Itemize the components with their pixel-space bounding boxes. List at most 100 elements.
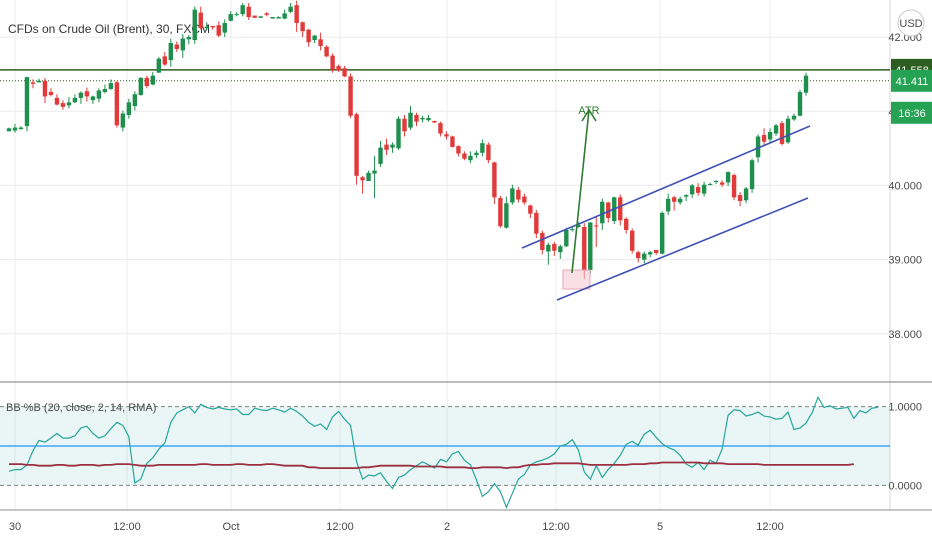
candle-body <box>785 118 791 143</box>
indicator-pane: 1.0000 0.0000 <box>0 395 922 510</box>
candle-body <box>30 82 36 84</box>
candle-body <box>186 37 191 40</box>
candle-body <box>252 15 257 18</box>
candle-body <box>665 198 671 212</box>
horizontal-lines <box>0 69 890 82</box>
time-tick-label: Oct <box>222 521 239 533</box>
candle-body <box>120 113 126 128</box>
time-tick-label: 12:00 <box>113 521 141 533</box>
candle-body <box>444 134 449 137</box>
price-grid <box>0 36 890 335</box>
candle-body <box>594 225 599 227</box>
candle-body <box>474 152 479 156</box>
candle-body <box>96 90 102 99</box>
candle-body <box>78 92 84 98</box>
price-tag-label: 41.411 <box>896 76 929 88</box>
candle-body <box>216 25 221 36</box>
indicator-tick-label: 0.0000 <box>888 480 922 492</box>
candle-body <box>426 117 431 121</box>
candle-body <box>150 75 156 85</box>
candle-body <box>498 198 503 227</box>
currency-label: USD <box>899 18 922 30</box>
candle-body <box>743 188 749 201</box>
candle-body <box>156 58 162 73</box>
currency-button[interactable]: USD <box>897 9 925 37</box>
time-tick-label: 12:00 <box>756 521 784 533</box>
candle-body <box>576 224 581 227</box>
time-axis: 30 12:00 Oct 12:00 2 12:00 5 12:00 <box>9 521 784 533</box>
candle-body <box>618 197 623 221</box>
candle-body <box>402 118 407 132</box>
candle-body <box>540 232 545 250</box>
candle-body <box>701 184 707 194</box>
candle-body <box>348 76 353 116</box>
candle-body <box>564 229 569 247</box>
time-tick-label: 12:00 <box>542 521 570 533</box>
candle-body <box>689 185 695 195</box>
candle-body <box>138 77 144 95</box>
candle-body <box>797 91 803 116</box>
candle-body <box>306 29 311 43</box>
candle-body <box>408 112 413 128</box>
candle-body <box>468 155 473 161</box>
candle-body <box>671 197 677 202</box>
candle-body <box>90 96 96 101</box>
channel-lower-line <box>556 197 809 301</box>
candle-body <box>234 14 239 16</box>
candle-body <box>360 177 365 181</box>
candle-body <box>24 77 30 127</box>
candle-body <box>600 201 605 224</box>
candle-body <box>288 6 293 12</box>
vertical-grid <box>14 0 771 510</box>
candle-body <box>42 80 48 97</box>
candle-body <box>582 226 587 271</box>
candle-body <box>66 102 72 106</box>
channel-upper-line <box>521 125 811 249</box>
indicator-tick-label: 1.0000 <box>888 402 922 414</box>
candle-body <box>270 17 275 19</box>
candle-body <box>749 160 755 190</box>
price-tick-label: 39.000 <box>888 255 922 267</box>
candle-body <box>12 127 18 131</box>
candle-body <box>713 180 719 182</box>
candle-body <box>695 186 701 193</box>
candle-body <box>504 203 509 228</box>
candle-body <box>767 132 773 140</box>
time-tick-label: 30 <box>9 521 21 533</box>
candle-body <box>330 55 335 70</box>
candle-body <box>510 188 515 203</box>
candle-body <box>683 195 689 197</box>
candle-body <box>707 183 713 185</box>
time-tick-label: 2 <box>444 521 450 533</box>
candle-body <box>719 182 725 185</box>
candle-body <box>647 252 653 255</box>
signal-line <box>9 461 855 470</box>
candle-body <box>528 205 533 214</box>
candle-body <box>390 144 395 148</box>
candle-body <box>480 143 485 153</box>
percent-b-line <box>8 395 878 510</box>
candle-body <box>534 212 539 234</box>
candle-body <box>36 80 42 83</box>
candle-body <box>228 14 233 21</box>
candle-body <box>677 198 683 203</box>
candle-body <box>312 35 317 41</box>
highlight-box <box>562 269 591 290</box>
candle-body <box>174 44 179 49</box>
candle-body <box>198 12 203 29</box>
candle-body <box>258 16 263 18</box>
candle-body <box>636 252 641 259</box>
candle-body <box>114 82 120 126</box>
candle-body <box>144 77 150 87</box>
candle-body <box>791 115 797 120</box>
candle-body <box>384 144 389 150</box>
candle-body <box>48 91 54 95</box>
candle-body <box>84 91 90 97</box>
candle-body <box>210 25 215 28</box>
price-tag: 41.411 <box>891 69 932 92</box>
candle-body <box>192 9 197 41</box>
candle-body <box>606 202 611 219</box>
candle-body <box>282 13 287 19</box>
candle-body <box>570 229 575 231</box>
chart-title: CFDs on Crude Oil (Brent), 30, FXCM <box>8 22 210 36</box>
